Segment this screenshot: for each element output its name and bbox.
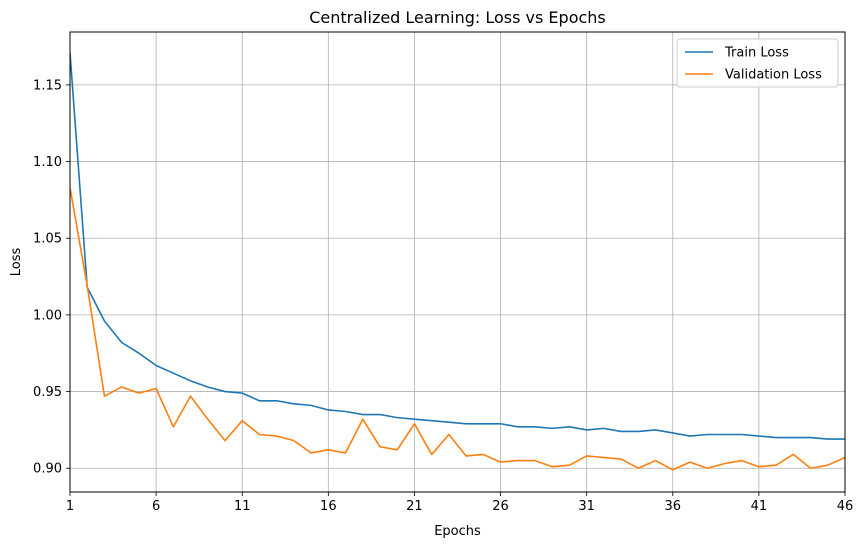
validation-loss-line bbox=[70, 187, 845, 471]
y-tick-label: 1.05 bbox=[33, 232, 62, 247]
y-tick-label: 0.95 bbox=[33, 385, 62, 400]
x-tick-label: 6 bbox=[152, 499, 160, 514]
x-tick-label: 41 bbox=[751, 499, 768, 514]
chart-title: Centralized Learning: Loss vs Epochs bbox=[309, 8, 606, 27]
train-loss-line bbox=[70, 52, 845, 440]
x-tick-label: 21 bbox=[406, 499, 423, 514]
y-tick-label: 1.00 bbox=[33, 308, 62, 323]
legend-label: Train Loss bbox=[724, 46, 789, 61]
x-tick-label: 31 bbox=[578, 499, 595, 514]
y-tick-label: 1.10 bbox=[33, 155, 62, 170]
y-tick-label: 1.15 bbox=[33, 78, 62, 93]
legend: Train Loss Validation Loss bbox=[676, 38, 839, 88]
x-tick-label: 46 bbox=[837, 499, 854, 514]
legend-label: Validation Loss bbox=[725, 68, 822, 83]
series-layer bbox=[70, 52, 845, 471]
y-tick-label: 0.90 bbox=[33, 462, 62, 477]
x-axis-label: Epochs bbox=[434, 524, 481, 539]
plot-frame bbox=[69, 31, 846, 493]
x-tick-label: 1 bbox=[66, 499, 74, 514]
y-axis-label: Loss bbox=[9, 248, 24, 277]
x-tick-label: 26 bbox=[492, 499, 509, 514]
legend-box bbox=[676, 38, 839, 88]
x-tick-label: 36 bbox=[665, 499, 682, 514]
tick-layer: 1 6 11 16 21 26 31 36 41 460.900.951.001.051.101.… bbox=[33, 78, 853, 514]
x-tick-label: 16 bbox=[320, 499, 337, 514]
x-tick-label: 11 bbox=[234, 499, 251, 514]
